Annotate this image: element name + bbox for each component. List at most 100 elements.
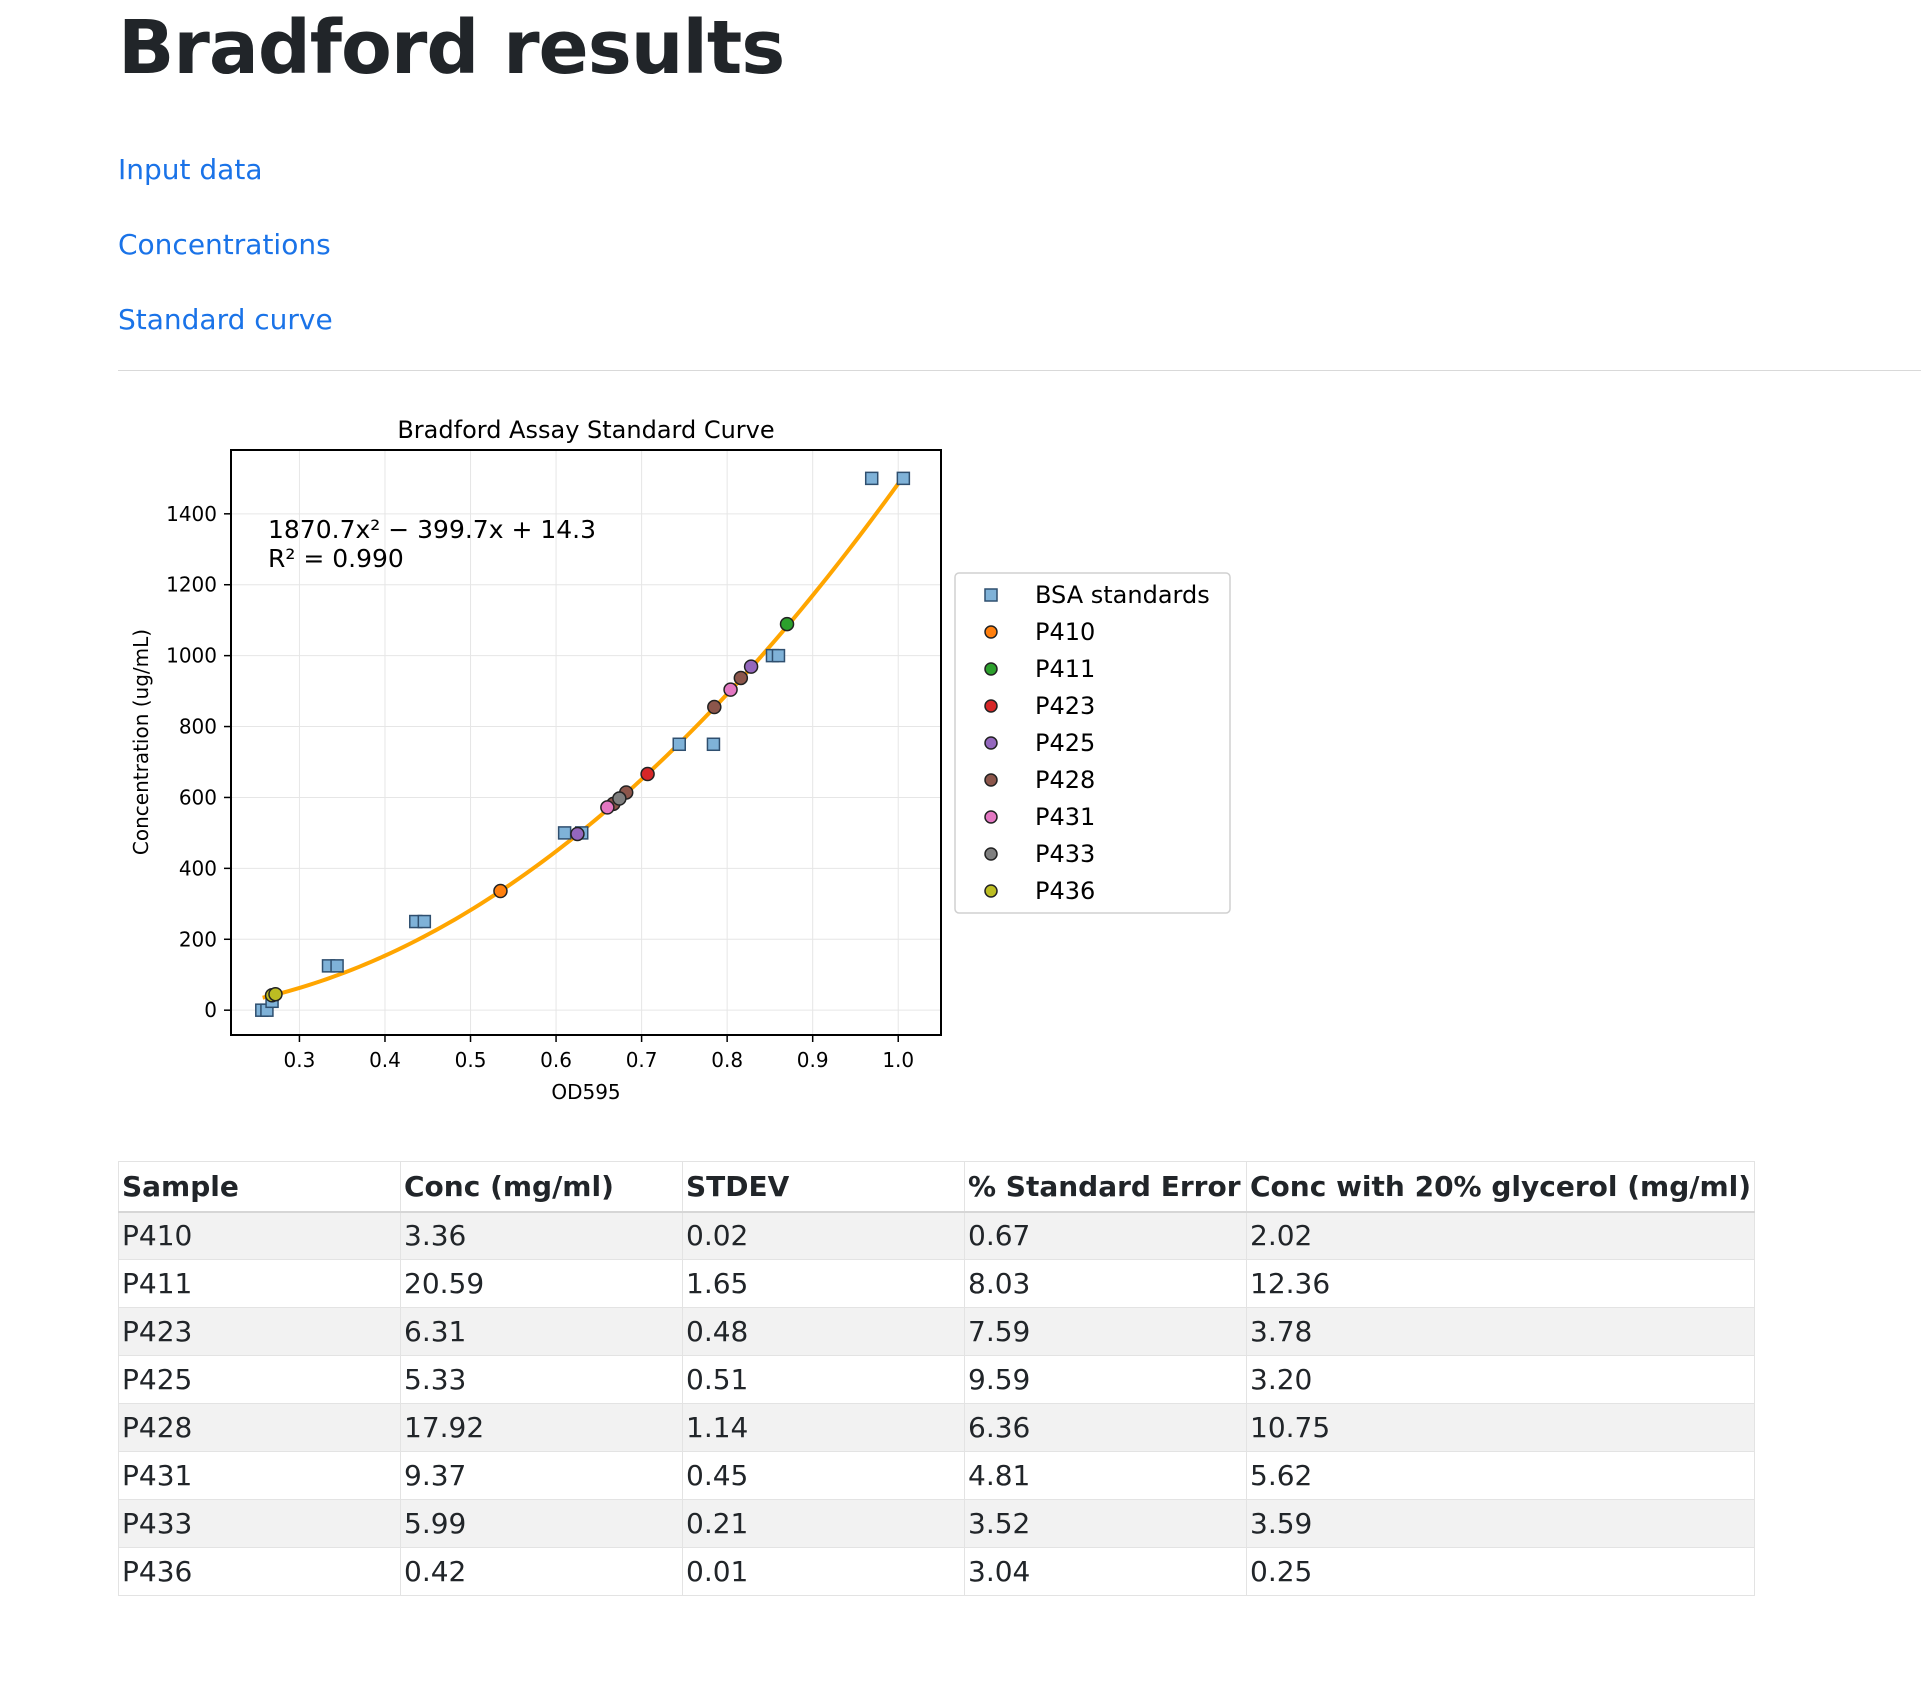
cell-conc-glycerol: 12.36 [1245,1259,1756,1308]
legend-marker [984,736,998,750]
bsa-standard-point [672,737,686,752]
x-tick-label: 0.8 [711,1048,743,1072]
header-sample: Sample [118,1161,401,1213]
legend-label: P425 [1035,729,1095,757]
cell-sample: P428 [118,1403,401,1452]
cell-stdev: 0.21 [682,1499,965,1548]
legend-marker [984,588,998,602]
cell-conc-glycerol: 10.75 [1245,1403,1756,1452]
cell-stdev: 1.65 [682,1259,965,1308]
cell-stdev: 0.45 [682,1451,965,1500]
legend-label: P428 [1035,766,1095,794]
x-tick-label: 0.3 [284,1048,316,1072]
cell-conc: 6.31 [400,1307,683,1356]
p436-point [268,986,283,1002]
table-header-row: Sample Conc (mg/ml) STDEV % Standard Err… [118,1161,1756,1213]
x-tick-label: 1.0 [882,1048,914,1072]
section-divider [118,370,1921,371]
page-title: Bradford results [118,5,785,91]
header-conc: Conc (mg/ml) [400,1161,683,1213]
legend-box [954,572,1231,914]
p428-point [707,699,722,715]
legend-label: P423 [1035,692,1095,720]
x-tick-label: 0.5 [455,1048,487,1072]
results-table: Sample Conc (mg/ml) STDEV % Standard Err… [118,1161,1756,1596]
legend-label: P433 [1035,840,1095,868]
p431-point [600,800,615,815]
table-row: P436 0.42 0.01 3.04 0.25 [118,1547,1756,1596]
legend-label: P431 [1035,803,1095,831]
standard-curve-link[interactable]: Standard curve [118,303,333,336]
y-tick-label: 0 [204,998,217,1022]
cell-conc-glycerol: 0.25 [1245,1547,1756,1596]
p431-point [723,682,738,697]
cell-stdev: 0.02 [682,1211,965,1260]
header-standard-error: % Standard Error [964,1161,1247,1213]
cell-conc-glycerol: 3.78 [1245,1307,1756,1356]
x-tick-label: 0.4 [369,1048,401,1072]
y-tick-label: 1400 [166,502,217,526]
input-data-link[interactable]: Input data [118,153,263,186]
legend-label: BSA standards [1035,581,1210,609]
x-tick-label: 0.6 [540,1048,572,1072]
legend-marker [984,847,998,861]
cell-conc: 5.33 [400,1355,683,1404]
y-tick-label: 600 [179,785,217,809]
bsa-standard-point [330,959,344,973]
bsa-standard-point [706,737,721,752]
table-row: P431 9.37 0.45 4.81 5.62 [118,1451,1756,1500]
cell-sample: P436 [118,1547,401,1596]
cell-conc-glycerol: 3.20 [1245,1355,1756,1404]
cell-standard-error: 3.04 [964,1547,1247,1596]
bsa-standard-point [864,471,879,486]
standard-curve-chart: 0.3 0.4 0.5 0.6 0.7 0.8 0.9 1.0 0 200 400 600 800 100… [129,416,1231,1104]
legend-marker [984,884,998,898]
bsa-standard-point [557,826,572,840]
cell-sample: P423 [118,1307,401,1356]
p425-point [570,826,585,842]
cell-sample: P410 [118,1211,401,1260]
y-axis-label: Concentration (ug/mL) [129,629,153,855]
x-axis-label: OD595 [551,1080,620,1104]
x-tick-label: 0.9 [797,1048,829,1072]
cell-conc: 0.42 [400,1547,683,1596]
cell-conc-glycerol: 3.59 [1245,1499,1756,1548]
cell-conc-glycerol: 5.62 [1245,1451,1756,1500]
p410-point [493,883,508,899]
legend-label: P436 [1035,877,1095,905]
y-tick-label: 800 [179,715,217,739]
table-row: P410 3.36 0.02 0.67 2.02 [118,1211,1756,1260]
cell-stdev: 0.51 [682,1355,965,1404]
y-tick-label: 1200 [166,573,217,597]
cell-conc: 3.36 [400,1211,683,1260]
concentrations-link[interactable]: Concentrations [118,228,331,261]
cell-conc: 5.99 [400,1499,683,1548]
p425-point [743,659,759,674]
table-row: P428 17.92 1.14 6.36 10.75 [118,1403,1756,1452]
table-row: P411 20.59 1.65 8.03 12.36 [118,1259,1756,1308]
table-row: P423 6.31 0.48 7.59 3.78 [118,1307,1756,1356]
y-tick-label: 1000 [166,644,217,668]
cell-stdev: 0.48 [682,1307,965,1356]
table-row: P425 5.33 0.51 9.59 3.20 [118,1355,1756,1404]
cell-standard-error: 4.81 [964,1451,1247,1500]
bsa-standard-point [896,471,911,486]
header-stdev: STDEV [682,1161,965,1213]
chart-title: Bradford Assay Standard Curve [397,416,774,444]
cell-stdev: 1.14 [682,1403,965,1452]
p423-point [640,766,655,782]
legend-label: P410 [1035,618,1095,646]
x-tick-label: 0.7 [626,1048,658,1072]
cell-sample: P411 [118,1259,401,1308]
plot-frame [230,449,942,1036]
legend-marker [984,662,998,676]
cell-standard-error: 6.36 [964,1403,1247,1452]
cell-sample: P433 [118,1499,401,1548]
y-tick-label: 200 [179,927,217,951]
p433-point [612,791,627,806]
cell-sample: P425 [118,1355,401,1404]
cell-standard-error: 3.52 [964,1499,1247,1548]
cell-conc: 9.37 [400,1451,683,1500]
cell-conc: 17.92 [400,1403,683,1452]
r-squared: R² = 0.990 [268,544,404,573]
